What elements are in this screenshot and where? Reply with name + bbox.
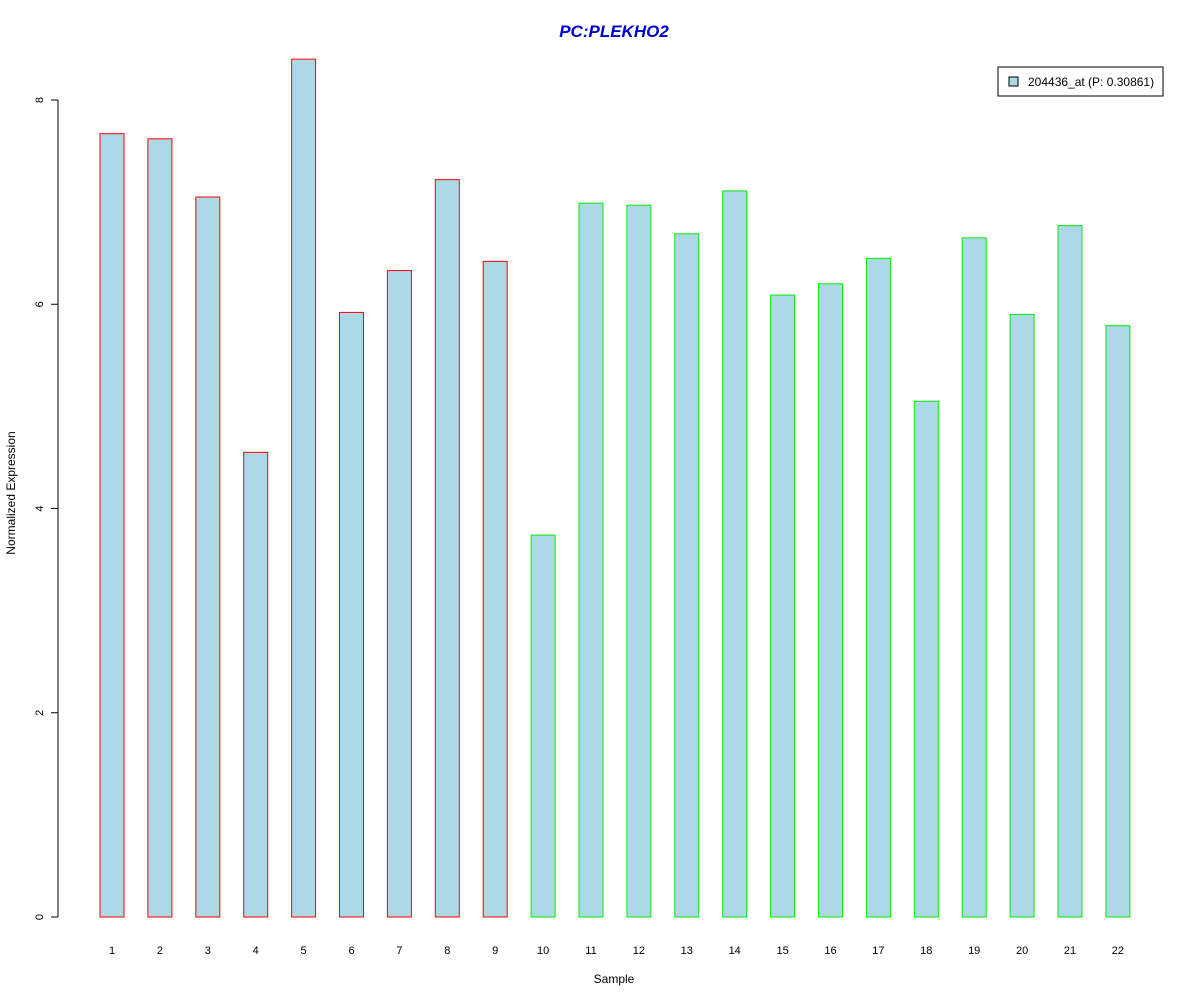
y-tick-label: 2	[34, 710, 46, 716]
bar	[865, 257, 891, 918]
bar	[386, 270, 412, 918]
x-tick-labels: 1 2 3 4 5 6 7 8 9 10 11 12 13 14 15 16 17 18 19 20 21 22	[109, 945, 1124, 957]
legend-swatch	[1008, 76, 1019, 87]
bar	[1009, 313, 1035, 918]
bar	[339, 311, 364, 918]
bar	[674, 233, 700, 918]
bar	[722, 190, 748, 918]
bar	[243, 451, 269, 918]
y-tick-label: 6	[34, 301, 46, 307]
bars	[99, 58, 1131, 918]
y-axis: 0 2 4 6 8	[34, 97, 59, 920]
x-tick-label: 9	[492, 945, 498, 957]
bar	[291, 58, 317, 918]
x-tick-label: 19	[968, 945, 980, 957]
x-tick-label: 11	[585, 945, 596, 957]
bar	[482, 260, 508, 918]
bar	[1057, 225, 1083, 918]
bar	[913, 400, 939, 918]
bar	[578, 202, 604, 918]
legend-label: 204436_at (P: 0.30861)	[1028, 75, 1154, 89]
bar	[1105, 325, 1131, 918]
bar	[195, 196, 221, 918]
x-tick-label: 12	[633, 945, 645, 957]
x-tick-label: 6	[348, 945, 354, 957]
x-tick-label: 10	[537, 945, 549, 957]
y-tick-label: 8	[34, 97, 46, 103]
bar	[818, 283, 843, 918]
bar	[770, 294, 796, 918]
x-tick-label: 17	[872, 945, 884, 957]
x-tick-label: 14	[729, 945, 741, 957]
x-tick-label: 13	[681, 945, 693, 957]
legend: 204436_at (P: 0.30861)	[997, 66, 1164, 97]
x-tick-label: 4	[253, 945, 259, 957]
chart-title: PC:PLEKHO2	[559, 22, 669, 41]
bar	[961, 237, 987, 918]
x-tick-label: 15	[776, 945, 788, 957]
x-tick-label: 22	[1112, 945, 1124, 957]
x-tick-label: 16	[824, 945, 836, 957]
y-tick-label: 0	[34, 914, 46, 920]
bar	[530, 534, 556, 918]
x-tick-label: 21	[1064, 945, 1076, 957]
x-tick-label: 8	[444, 945, 450, 957]
x-tick-label: 5	[301, 945, 307, 957]
legend-box	[997, 66, 1164, 97]
y-tick-label: 4	[34, 505, 46, 511]
x-tick-label: 20	[1016, 945, 1028, 957]
y-axis-label: Normalized Expression	[4, 431, 18, 554]
x-axis-label: Sample	[594, 972, 635, 986]
x-tick-label: 18	[920, 945, 932, 957]
x-tick-label: 3	[205, 945, 211, 957]
x-tick-label: 7	[396, 945, 402, 957]
x-tick-label: 1	[109, 945, 115, 957]
bar	[434, 179, 460, 918]
x-tick-label: 2	[157, 945, 163, 957]
bar	[99, 133, 125, 918]
bar	[147, 138, 173, 918]
bar	[626, 204, 652, 918]
